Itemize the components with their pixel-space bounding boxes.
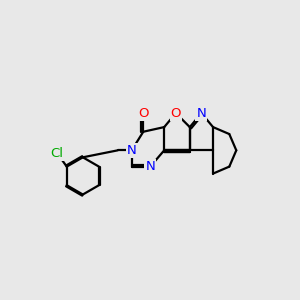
- Text: Cl: Cl: [50, 147, 64, 160]
- Text: N: N: [146, 160, 155, 173]
- Text: O: O: [138, 106, 148, 120]
- Text: N: N: [196, 106, 206, 120]
- Text: N: N: [127, 144, 136, 157]
- Text: O: O: [171, 106, 181, 120]
